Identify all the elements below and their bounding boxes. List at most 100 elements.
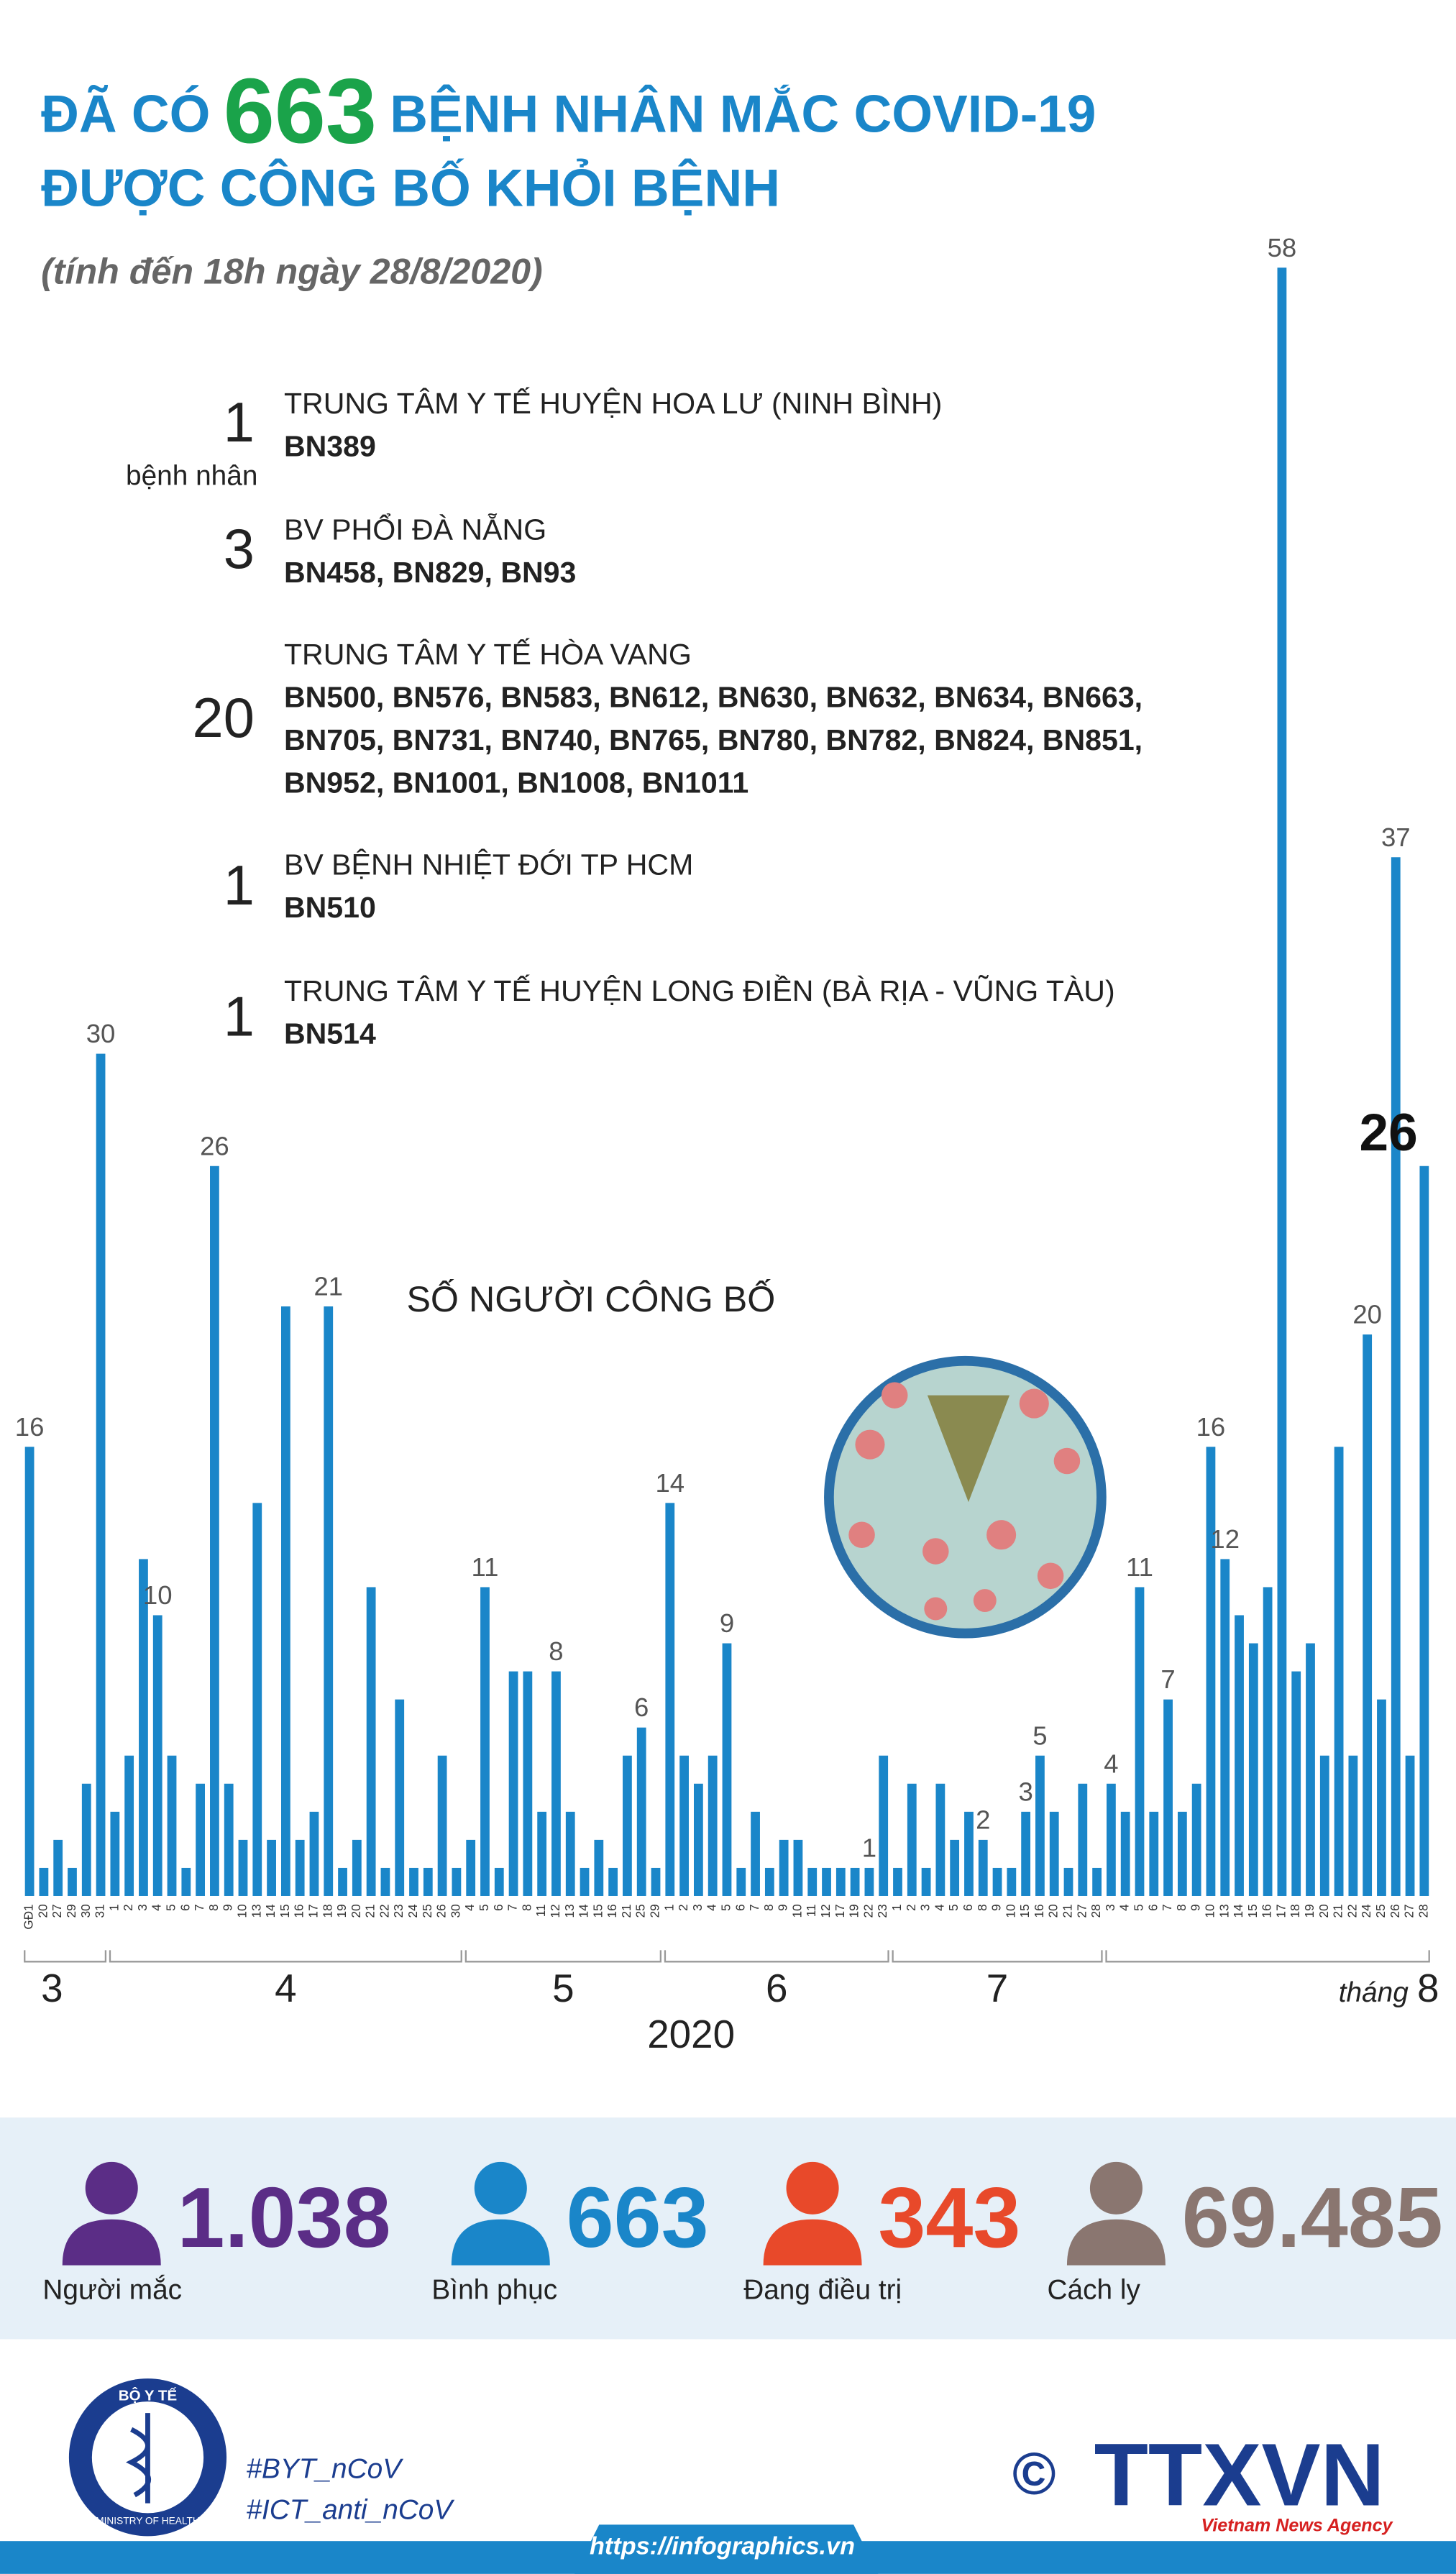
x-tick-label: 25 [634, 1904, 648, 1918]
person-icon-body [763, 2219, 862, 2266]
bar [1163, 1699, 1173, 1896]
value-label: 58 [1268, 233, 1297, 262]
x-tick-label: 27 [1403, 1904, 1416, 1918]
x-tick-label: 28 [1416, 1904, 1430, 1918]
person-icon-body [451, 2219, 550, 2266]
facility-name: TRUNG TÂM Y TẾ HÒA VANG [284, 638, 692, 671]
x-tick-label: 23 [876, 1904, 889, 1918]
bar [879, 1755, 889, 1896]
chart-annotation: SỐ NGƯỜI CÔNG BỐ [406, 1278, 775, 1319]
x-tick-label: 13 [249, 1904, 263, 1918]
bar [708, 1755, 718, 1896]
stat-label: Người mắc [42, 2274, 182, 2305]
bar [366, 1587, 376, 1896]
x-tick-label: 16 [1260, 1904, 1274, 1918]
patient-ids: BN500, BN576, BN583, BN612, BN630, BN632… [284, 681, 1143, 714]
x-tick-label: 27 [1075, 1904, 1089, 1918]
bar [338, 1867, 347, 1896]
bar [580, 1867, 590, 1896]
bar [594, 1839, 604, 1896]
agency-sub: Vietnam News Agency [1201, 2515, 1393, 2535]
x-tick-label: 2 [122, 1904, 135, 1911]
bar [238, 1839, 248, 1896]
count-unit: bệnh nhân [126, 461, 257, 492]
x-tick-label: 7 [193, 1904, 206, 1911]
x-tick-label: 5 [165, 1904, 178, 1911]
x-tick-label: 18 [321, 1904, 334, 1918]
patient-ids: BN510 [284, 891, 376, 924]
x-tick-label: GĐ1 [22, 1904, 36, 1929]
value-label: 5 [1033, 1721, 1047, 1750]
bar [736, 1867, 746, 1896]
month-bracket [1105, 1950, 1430, 1963]
copyright: © [1012, 2442, 1056, 2507]
bar [764, 1867, 774, 1896]
x-tick-label: 10 [1004, 1904, 1017, 1918]
x-tick-label: 6 [492, 1904, 505, 1911]
title-suffix: BỆNH NHÂN MẮC COVID-19 [390, 86, 1096, 144]
x-tick-label: 21 [1332, 1904, 1345, 1918]
x-tick-label: 6 [1146, 1904, 1160, 1911]
bar [1277, 267, 1287, 1896]
x-tick-label: 3 [691, 1904, 705, 1911]
patient-ids: BN705, BN731, BN740, BN765, BN780, BN782… [284, 723, 1143, 756]
bar [139, 1559, 148, 1896]
month-label: 7 [986, 1966, 1008, 2010]
bar [96, 1053, 106, 1896]
bar [1248, 1643, 1258, 1896]
value-label: 8 [549, 1636, 563, 1666]
x-tick-label: 31 [93, 1904, 107, 1918]
patient-count: 1 [224, 855, 255, 917]
bar [494, 1867, 504, 1896]
month-bracket [892, 1950, 1103, 1963]
bar [110, 1811, 120, 1896]
x-tick-label: 22 [1345, 1904, 1359, 1918]
x-tick-label: 4 [705, 1904, 719, 1911]
x-tick-label: 20 [36, 1904, 50, 1918]
x-tick-label: 9 [777, 1904, 790, 1911]
bar [1306, 1643, 1315, 1896]
bar [1334, 1447, 1344, 1896]
bar [537, 1811, 547, 1896]
x-tick-label: 16 [605, 1904, 619, 1918]
stat-label: Đang điều trị [743, 2274, 902, 2305]
bar [1206, 1447, 1216, 1896]
bar [1049, 1811, 1059, 1896]
x-tick-label: 5 [947, 1904, 961, 1911]
x-tick-label: 4 [1118, 1904, 1132, 1911]
bar [252, 1503, 262, 1896]
stat-label: Cách ly [1048, 2274, 1141, 2305]
month-label: 4 [275, 1966, 296, 2010]
value-label: 9 [720, 1608, 734, 1638]
bar [893, 1867, 902, 1896]
x-tick-label: 9 [1189, 1904, 1203, 1911]
url-tab [574, 2524, 879, 2574]
bar [480, 1587, 490, 1896]
x-tick-label: 2 [905, 1904, 918, 1911]
logo-caduceus [125, 2413, 152, 2504]
bar [822, 1867, 831, 1896]
bar [623, 1755, 632, 1896]
x-tick-label: 7 [748, 1904, 761, 1911]
bar [1363, 1334, 1373, 1896]
person-icon-head [474, 2161, 527, 2215]
x-tick-label: 16 [1033, 1904, 1046, 1918]
bar [1021, 1811, 1031, 1896]
x-tick-label: 8 [520, 1904, 534, 1911]
bar [992, 1867, 1002, 1896]
value-label: 11 [1126, 1552, 1153, 1582]
year-label: 2020 [647, 2012, 735, 2056]
bar [452, 1867, 462, 1896]
x-tick-label: 8 [207, 1904, 221, 1911]
x-tick-label: 12 [549, 1904, 562, 1918]
bar [1007, 1867, 1017, 1896]
x-tick-label: 19 [335, 1904, 349, 1918]
bar [1078, 1783, 1088, 1896]
x-tick-label: 20 [1317, 1904, 1331, 1918]
bar [295, 1839, 305, 1896]
value-label: 11 [472, 1552, 499, 1582]
x-tick-label: 6 [961, 1904, 975, 1911]
x-tick-label: 22 [861, 1904, 875, 1918]
x-tick-label: 12 [819, 1904, 833, 1918]
bar [907, 1783, 917, 1896]
